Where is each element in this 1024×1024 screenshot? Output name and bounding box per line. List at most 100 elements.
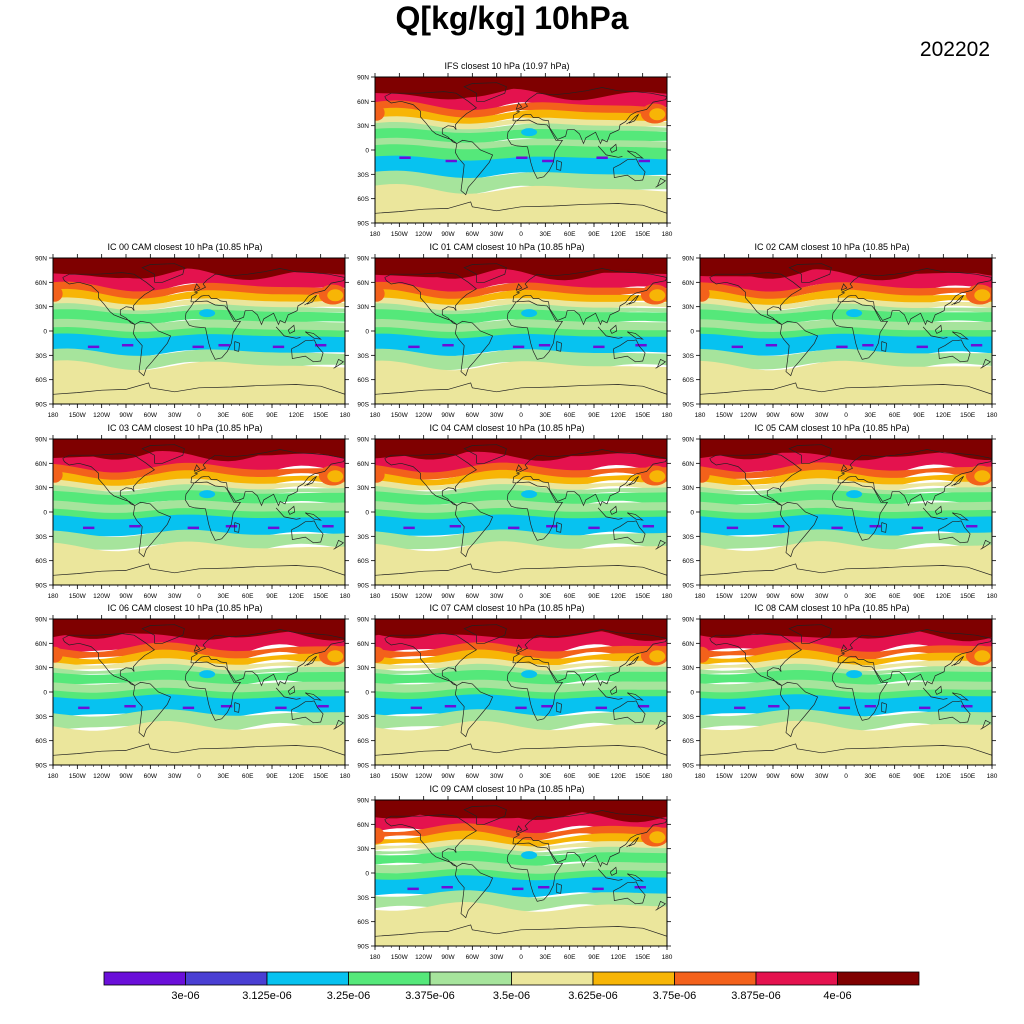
- lat-tick-label: 60N: [357, 461, 369, 468]
- purple-streak: [512, 887, 524, 891]
- polar-max: [53, 439, 345, 462]
- lat-tick-label: 60S: [357, 919, 369, 926]
- lon-tick-label: 90E: [588, 231, 600, 238]
- coastline: [454, 320, 494, 377]
- lon-tick-label: 120W: [93, 593, 111, 600]
- lon-tick-label: 90W: [119, 412, 133, 419]
- polar-max: [375, 619, 667, 641]
- map-panel: IC 06 CAM closest 10 hPa (10.85 hPa) 180 1…: [20, 603, 351, 788]
- tropical-min: [199, 309, 216, 318]
- coastline: [952, 692, 969, 701]
- lat-tick-label: 30S: [357, 353, 369, 360]
- lon-tick-label: 120W: [415, 773, 433, 780]
- pacific-swirl-core: [327, 289, 344, 302]
- lat-tick-label: 90N: [682, 617, 694, 624]
- lon-tick-label: 90W: [766, 412, 780, 419]
- lon-tick-label: 30W: [168, 773, 182, 780]
- purple-streak: [442, 343, 454, 347]
- purple-streak: [831, 526, 843, 530]
- coastline: [613, 520, 646, 544]
- coastline: [304, 295, 317, 306]
- purple-streak: [911, 526, 924, 530]
- panel-title: IC 02 CAM closest 10 hPa (10.85 hPa): [754, 242, 910, 252]
- lat-tick-label: 60S: [35, 738, 47, 745]
- coastline: [700, 563, 992, 576]
- lat-tick-label: 30N: [682, 665, 694, 672]
- coastline: [788, 624, 832, 644]
- panel-title: IC 08 CAM closest 10 hPa (10.85 hPa): [754, 603, 910, 613]
- colorbar-label: 3.125e-06: [242, 990, 292, 1002]
- coastline: [287, 324, 296, 334]
- panel-title: IC 00 CAM closest 10 hPa (10.85 hPa): [107, 242, 263, 252]
- coastline: [506, 300, 564, 360]
- map-panel: IC 07 CAM closest 10 hPa (10.85 hPa) 180 1…: [342, 603, 673, 788]
- lon-tick-label: 180: [370, 954, 381, 961]
- purple-streak: [768, 704, 780, 708]
- lon-tick-label: 150E: [635, 773, 651, 780]
- lon-tick-label: 60E: [564, 231, 576, 238]
- coastline: [700, 743, 992, 756]
- contour-band: [53, 333, 345, 357]
- coastline: [597, 326, 623, 339]
- lat-tick-label: 60N: [35, 461, 47, 468]
- pacific-swirl-core: [974, 650, 991, 663]
- lon-tick-label: 150E: [960, 412, 976, 419]
- coastline: [609, 866, 618, 876]
- lat-tick-label: 0: [43, 329, 47, 336]
- purple-streak: [124, 704, 136, 708]
- lon-tick-label: 180: [987, 593, 998, 600]
- map-panel: IC 01 CAM closest 10 hPa (10.85 hPa) 180 1…: [342, 242, 673, 427]
- lat-tick-label: 90N: [35, 617, 47, 624]
- coastline: [831, 481, 889, 541]
- lon-tick-label: 150W: [391, 231, 409, 238]
- purple-streak: [218, 343, 230, 347]
- lon-tick-label: 180: [48, 593, 59, 600]
- lon-tick-label: 90E: [266, 593, 278, 600]
- coastline: [193, 464, 201, 472]
- tropical-min: [521, 128, 538, 137]
- coastline: [840, 283, 848, 291]
- lon-tick-label: 180: [340, 412, 351, 419]
- lon-tick-label: 30E: [540, 231, 552, 238]
- pacific-swirl-core: [327, 470, 344, 483]
- contour-band: [700, 541, 992, 585]
- contour-field: [700, 258, 992, 404]
- purple-streak: [916, 345, 928, 349]
- map-panel: IC 02 CAM closest 10 hPa (10.85 hPa) 180 1…: [667, 242, 998, 427]
- contour-band: [53, 642, 345, 664]
- contour-band: [700, 484, 992, 497]
- lon-tick-label: 90E: [588, 954, 600, 961]
- tropical-min: [521, 309, 538, 318]
- tropical-min: [846, 309, 863, 318]
- coastline: [506, 842, 564, 902]
- purple-streak: [541, 704, 553, 708]
- lon-tick-label: 30W: [490, 412, 504, 419]
- lon-tick-label: 120W: [415, 593, 433, 600]
- lat-tick-label: 90N: [357, 798, 369, 805]
- coastlines: [375, 805, 667, 937]
- lat-tick-label: 30N: [35, 304, 47, 311]
- purple-streak: [634, 885, 646, 889]
- coastline: [951, 476, 964, 487]
- contour-band: [375, 541, 667, 585]
- coastline: [613, 339, 646, 363]
- lat-tick-label: 0: [365, 871, 369, 878]
- purple-streak: [773, 524, 785, 528]
- lon-tick-label: 180: [695, 412, 706, 419]
- coastline: [384, 814, 478, 867]
- coastline: [934, 324, 943, 334]
- purple-streak: [966, 524, 978, 528]
- lat-tick-label: 90S: [357, 763, 369, 770]
- coastline: [556, 160, 562, 171]
- lon-tick-label: 60W: [791, 593, 805, 600]
- contour-band: [53, 670, 345, 688]
- lat-tick-label: 0: [43, 690, 47, 697]
- lon-tick-label: 90W: [119, 593, 133, 600]
- lon-tick-label: 30W: [815, 593, 829, 600]
- colorbar-label: 3.625e-06: [568, 990, 618, 1002]
- coastline: [375, 201, 667, 214]
- lon-tick-label: 120E: [936, 773, 952, 780]
- lon-tick-label: 120E: [289, 412, 305, 419]
- coastline: [62, 272, 156, 325]
- coastline: [922, 507, 948, 520]
